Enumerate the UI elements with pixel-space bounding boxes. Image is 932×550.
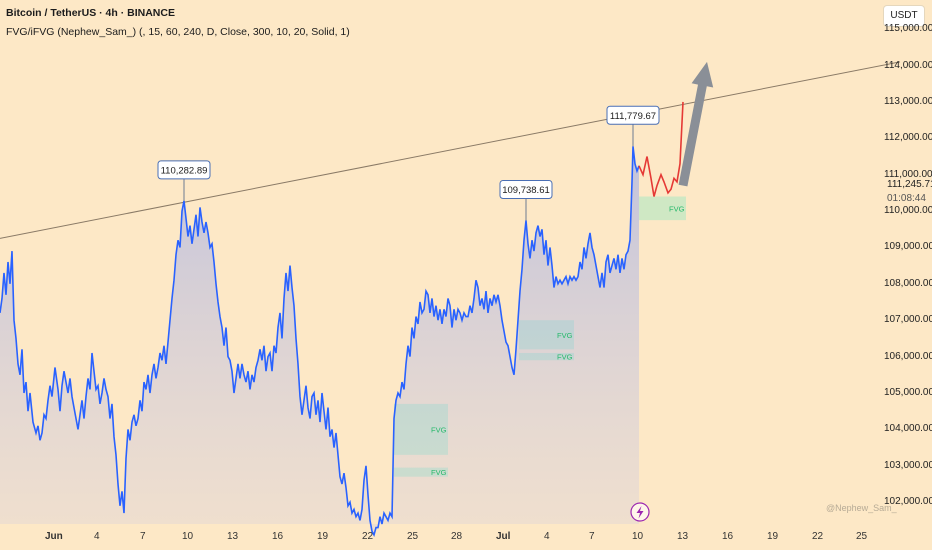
fvg-label-2: FVG bbox=[557, 331, 573, 340]
author-watermark: @Nephew_Sam_ bbox=[826, 503, 897, 513]
x-tick-label: 22 bbox=[812, 531, 824, 542]
x-tick-label: 25 bbox=[856, 531, 868, 542]
x-tick-label: 13 bbox=[677, 531, 689, 542]
lightning-bolt-icon[interactable] bbox=[630, 502, 650, 522]
x-tick-label: 19 bbox=[317, 531, 329, 542]
x-tick-label: 25 bbox=[407, 531, 419, 542]
y-tick-label: 104,000.00 bbox=[884, 423, 932, 435]
y-tick-label: 113,000.00 bbox=[884, 95, 932, 107]
fvg-label-3: FVG bbox=[557, 353, 573, 362]
x-tick-label: 7 bbox=[589, 531, 595, 542]
x-tick-label: Jul bbox=[496, 531, 511, 542]
fvg-label-0: FVG bbox=[431, 425, 447, 434]
x-tick-label: 4 bbox=[94, 531, 100, 542]
price-area-fill bbox=[0, 146, 639, 535]
y-tick-label: 106,000.00 bbox=[884, 350, 932, 362]
x-tick-label: 22 bbox=[362, 531, 374, 542]
y-tick-label: 109,000.00 bbox=[884, 241, 932, 253]
price-label-2: 111,779.67 bbox=[610, 111, 656, 122]
y-tick-label: 103,000.00 bbox=[884, 459, 932, 471]
trendline[interactable] bbox=[0, 61, 901, 239]
chart-title: Bitcoin / TetherUS · 4h · BINANCE bbox=[6, 7, 175, 19]
y-tick-label: 111,000.00 bbox=[884, 168, 932, 180]
x-tick-label: 28 bbox=[451, 531, 463, 542]
y-tick-label: 115,000.00 bbox=[884, 23, 932, 35]
arrow-shape[interactable] bbox=[678, 61, 714, 187]
price-labels: 110,282.89 109,738.61 111,779.67 bbox=[157, 105, 660, 221]
price-label-1: 109,738.61 bbox=[502, 185, 550, 196]
last-price: 111,245.71 bbox=[887, 179, 932, 190]
lightning-glyph bbox=[636, 506, 644, 519]
fvg-label-1: FVG bbox=[431, 468, 447, 477]
x-tick-label: 7 bbox=[140, 531, 146, 542]
price-label-0: 110,282.89 bbox=[161, 165, 208, 176]
y-tick-label: 114,000.00 bbox=[884, 59, 932, 71]
x-tick-label: 10 bbox=[632, 531, 644, 542]
x-tick-label: Jun bbox=[45, 531, 63, 542]
y-tick-label: 112,000.00 bbox=[884, 132, 932, 144]
fvg-labels: FVG FVG FVG FVG FVG bbox=[431, 204, 685, 477]
x-tick-label: 16 bbox=[722, 531, 734, 542]
y-tick-label: 110,000.00 bbox=[884, 205, 932, 217]
fvg-label-4: FVG bbox=[669, 204, 685, 213]
projection-line[interactable] bbox=[638, 101, 684, 197]
x-tick-label: 19 bbox=[767, 531, 779, 542]
x-tick-label: 13 bbox=[227, 531, 239, 542]
price-line[interactable] bbox=[0, 146, 640, 538]
price-label-box-2[interactable] bbox=[606, 105, 660, 125]
price-label-box-0[interactable] bbox=[157, 160, 211, 180]
y-tick-label: 108,000.00 bbox=[884, 277, 932, 289]
x-tick-label: 4 bbox=[544, 531, 550, 542]
y-tick-label: 102,000.00 bbox=[884, 496, 932, 508]
y-tick-label: 107,000.00 bbox=[884, 314, 932, 326]
x-tick-label: 16 bbox=[272, 531, 284, 542]
price-label-box-1[interactable] bbox=[499, 180, 553, 200]
forecast-arrow[interactable] bbox=[678, 61, 714, 187]
y-tick-label: 105,000.00 bbox=[884, 387, 932, 398]
x-tick-label: 10 bbox=[182, 531, 194, 542]
currency-button[interactable]: USDT bbox=[884, 6, 924, 26]
indicator-legend[interactable]: FVG/iFVG (Nephew_Sam_) (, 15, 60, 240, D… bbox=[6, 26, 350, 38]
fvg-zone-4[interactable] bbox=[639, 196, 686, 221]
bar-countdown: 01:08:44 bbox=[887, 193, 926, 204]
